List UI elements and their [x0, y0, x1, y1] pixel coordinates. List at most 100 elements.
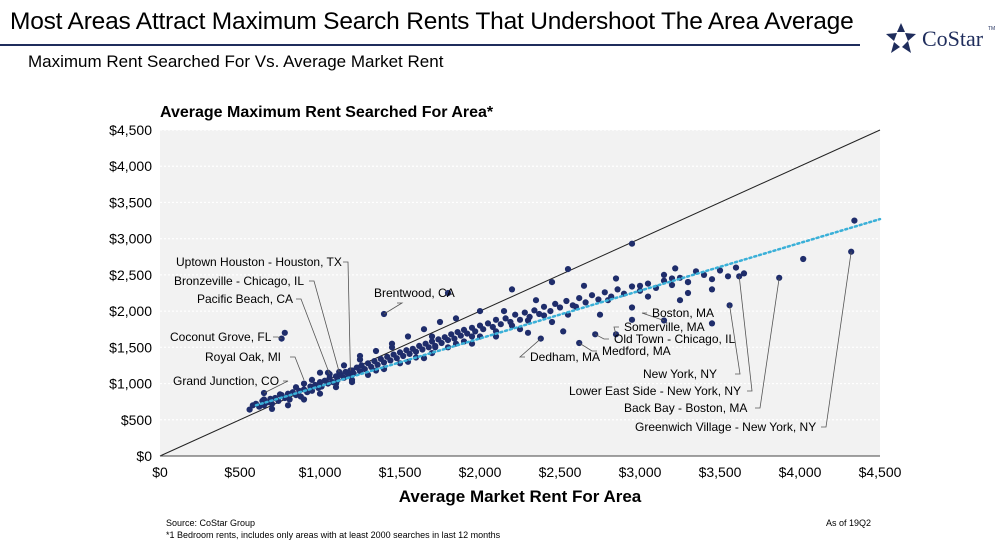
point-label: Old Town - Chicago, IL: [614, 332, 735, 346]
data-point: [444, 337, 452, 344]
data-point: [476, 308, 484, 315]
point-labels: Uptown Houston - Houston, TX Bronzeville …: [170, 255, 816, 434]
x-tick-label: $2,500: [539, 464, 582, 480]
data-point: [276, 391, 284, 398]
data-point: [531, 307, 538, 314]
y-tick-label: $0: [136, 448, 152, 464]
brand-name: CoStar: [922, 26, 984, 51]
x-tick-label: $4,000: [779, 464, 822, 480]
data-point: [601, 289, 608, 296]
data-point: [628, 304, 636, 311]
data-point: [419, 346, 426, 353]
y-tick-label: $1,500: [109, 339, 152, 355]
data-point: [412, 348, 420, 355]
point-label: Back Bay - Boston, MA: [624, 401, 747, 415]
label-leader-line: [578, 342, 597, 352]
data-point: [848, 248, 855, 255]
data-point: [468, 340, 476, 347]
data-point: [540, 312, 548, 319]
data-point: [636, 282, 644, 289]
data-point: [708, 286, 716, 293]
data-point: [800, 255, 807, 263]
label-leaders: [263, 251, 852, 428]
data-point: [532, 297, 540, 304]
data-point: [444, 289, 452, 297]
x-tick-label: $0: [152, 464, 168, 480]
data-point: [268, 405, 276, 412]
data-point: [406, 350, 413, 357]
data-point: [588, 292, 596, 299]
data-point: [492, 316, 500, 323]
point-label: Coconut Grove, FL: [170, 330, 272, 344]
y-tick-label: $2,000: [109, 303, 152, 319]
data-point: [851, 217, 858, 224]
data-point: [524, 329, 532, 336]
x-tick-label: $2,000: [459, 464, 502, 480]
data-point: [457, 332, 464, 339]
data-point: [316, 390, 324, 397]
data-point: [281, 329, 288, 336]
data-point: [428, 333, 436, 340]
label-leader-line: [518, 338, 542, 358]
data-point: [614, 286, 621, 293]
data-point: [740, 270, 748, 277]
data-point: [521, 309, 528, 316]
y-tick-label: $4,000: [109, 158, 152, 174]
data-point: [438, 339, 445, 347]
data-point: [246, 406, 253, 413]
data-point: [268, 400, 276, 407]
data-point: [368, 363, 375, 370]
x-axis-title: Average Market Rent For Area: [399, 487, 642, 506]
x-tick-label: $1,500: [379, 464, 422, 480]
data-point: [316, 369, 324, 376]
data-point: [361, 366, 368, 373]
data-point: [500, 308, 508, 315]
label-leader-line: [290, 356, 305, 381]
data-point: [489, 323, 496, 331]
data-point: [286, 396, 293, 403]
data-point: [668, 281, 676, 289]
label-leader-line: [755, 277, 780, 409]
point-label: Uptown Houston - Houston, TX: [176, 255, 342, 269]
data-point: [502, 315, 509, 322]
point-label: Bronzeville - Chicago, IL: [174, 274, 304, 288]
data-point: [548, 318, 556, 326]
data-point: [540, 303, 548, 310]
brand-trademark: TM: [988, 26, 996, 32]
data-point: [260, 389, 268, 397]
x-tick-label: $1,000: [299, 464, 342, 480]
data-point: [552, 300, 559, 307]
data-point: [292, 384, 300, 391]
data-point: [436, 318, 444, 326]
data-point: [404, 333, 412, 340]
data-point: [516, 316, 524, 323]
point-label: Somerville, MA: [624, 320, 705, 334]
data-point: [547, 308, 554, 315]
x-axis-ticks: $0 $500 $1,000 $1,500 $2,000 $2,500 $3,000 $3,5…: [152, 464, 901, 480]
data-point: [612, 275, 620, 282]
data-point: [726, 302, 733, 309]
data-point: [660, 271, 668, 278]
data-point: [708, 320, 716, 327]
data-point: [595, 296, 602, 303]
point-label: Boston, MA: [652, 306, 714, 320]
point-label: Pacific Beach, CA: [197, 292, 293, 306]
y-tick-label: $3,500: [109, 194, 152, 210]
as-of-note: As of 19Q2: [826, 518, 872, 528]
data-point: [425, 344, 432, 351]
data-point: [524, 317, 532, 324]
data-point: [563, 297, 570, 305]
data-point: [582, 299, 589, 306]
data-point: [548, 279, 556, 286]
data-point: [448, 331, 455, 338]
label-leader-line: [613, 326, 619, 335]
chart-title: Average Maximum Rent Searched For Area*: [160, 104, 494, 121]
data-point: [260, 396, 268, 403]
point-label: Greenwich Village - New York, NY: [635, 420, 816, 434]
y-tick-label: $2,500: [109, 267, 152, 283]
data-point: [400, 352, 407, 360]
x-tick-label: $500: [224, 464, 255, 480]
data-point: [420, 326, 428, 333]
data-point: [480, 326, 487, 333]
costar-star-icon: [886, 23, 916, 53]
